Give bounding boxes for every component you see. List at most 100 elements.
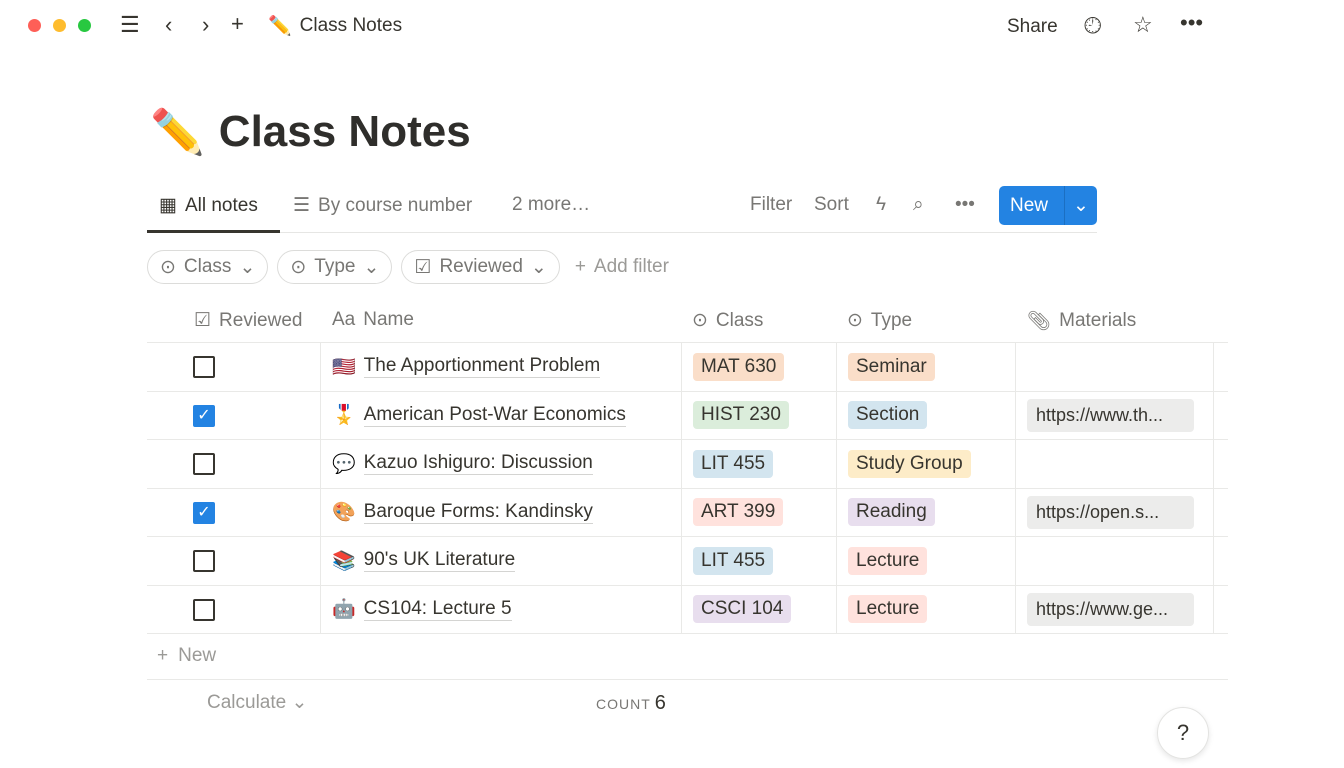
class-tag: HIST 230 — [693, 401, 789, 430]
maximize-window-button[interactable] — [78, 19, 91, 32]
table-row[interactable]: 🤖 CS104: Lecture 5 CSCI 104 Lecture https… — [147, 585, 1228, 634]
column-type[interactable]: ⊙ Type — [847, 309, 912, 332]
table-row[interactable]: 🇺🇸 The Apportionment Problem MAT 630 Semi… — [147, 343, 1228, 392]
name-cell[interactable]: 🤖 CS104: Lecture 5 — [320, 585, 681, 633]
share-button[interactable]: Share — [1007, 16, 1058, 37]
row-name[interactable]: Baroque Forms: Kandinsky — [363, 500, 593, 524]
column-materials[interactable]: 📎︎ Materials — [1027, 309, 1136, 333]
more-views-button[interactable]: 2 more… — [512, 194, 591, 215]
filter-button[interactable]: Filter — [750, 194, 793, 215]
new-button-label[interactable]: New — [1010, 194, 1049, 216]
column-reviewed[interactable]: ☑ Reviewed — [194, 309, 302, 332]
filter-class[interactable]: ⊙ Class ⌄ — [147, 250, 269, 284]
table-row[interactable]: ✓ 🎖️ American Post-War Economics HIST 230… — [147, 391, 1228, 440]
reviewed-checkbox[interactable] — [193, 598, 215, 621]
materials-cell[interactable]: https://www.th... — [1015, 391, 1213, 439]
reviewed-checkbox[interactable]: ✓ — [193, 501, 215, 524]
text-icon: Aa — [332, 309, 356, 330]
more-icon[interactable]: ••• — [1180, 10, 1204, 35]
reviewed-checkbox[interactable] — [193, 356, 215, 378]
add-row-button[interactable]: + New — [157, 645, 216, 667]
chevron-down-icon: ⌄ — [363, 256, 380, 278]
row-name[interactable]: Kazuo Ishiguro: Discussion — [363, 452, 593, 476]
class-cell[interactable]: LIT 455 — [681, 537, 836, 585]
sort-button[interactable]: Sort — [814, 194, 849, 215]
materials-link[interactable]: https://www.ge... — [1027, 592, 1194, 626]
truncated-cell — [1213, 585, 1228, 633]
type-cell[interactable]: Seminar — [836, 343, 1015, 391]
automation-icon[interactable]: ϟ — [876, 194, 887, 215]
reviewed-checkbox[interactable]: ✓ — [193, 404, 215, 427]
table-row[interactable]: ✓ 🎨 Baroque Forms: Kandinsky ART 399 Read… — [147, 488, 1228, 537]
menu-icon[interactable]: ☰ — [120, 12, 140, 37]
name-cell[interactable]: 🇺🇸 The Apportionment Problem — [320, 343, 681, 391]
chevron-down-icon[interactable]: ⌄ — [1064, 186, 1097, 225]
table-row[interactable]: 📚 90's UK Literature LIT 455 Lecture — [147, 537, 1228, 586]
filter-type[interactable]: ⊙ Type ⌄ — [277, 250, 393, 284]
count-label: COUNT — [596, 696, 651, 712]
history-icon[interactable]: 🕘︎ — [1084, 13, 1102, 38]
search-icon[interactable]: ⌕ — [913, 194, 924, 215]
page-title-text: Class Notes — [218, 107, 471, 156]
tab-by-course-number[interactable]: ☰ By course number — [293, 194, 472, 217]
add-filter-label: Add filter — [593, 256, 669, 277]
name-cell[interactable]: 🎨 Baroque Forms: Kandinsky — [320, 488, 681, 536]
type-cell[interactable]: Study Group — [836, 440, 1015, 488]
list-icon: ☰ — [293, 195, 311, 216]
truncated-cell — [1213, 488, 1228, 536]
row-name[interactable]: The Apportionment Problem — [363, 355, 601, 379]
table-row[interactable]: 💬 Kazuo Ishiguro: Discussion LIT 455 Stud… — [147, 440, 1228, 489]
forward-icon[interactable]: › — [202, 12, 210, 37]
help-button[interactable]: ? — [1157, 707, 1209, 759]
materials-cell[interactable]: https://open.s... — [1015, 488, 1213, 536]
close-window-button[interactable] — [28, 19, 41, 32]
page-title[interactable]: ✏️ Class Notes — [150, 106, 471, 158]
materials-link[interactable]: https://open.s... — [1027, 495, 1194, 529]
breadcrumb[interactable]: ✏️ Class Notes — [268, 14, 402, 38]
class-cell[interactable]: MAT 630 — [681, 343, 836, 391]
type-cell[interactable]: Reading — [836, 488, 1015, 536]
star-icon[interactable]: ☆ — [1133, 12, 1153, 37]
add-filter-button[interactable]: + Add filter — [575, 256, 669, 278]
calculate-button[interactable]: Calculate ⌄ — [207, 691, 307, 714]
name-cell[interactable]: 📚 90's UK Literature — [320, 537, 681, 585]
class-cell[interactable]: ART 399 — [681, 488, 836, 536]
class-tag: CSCI 104 — [693, 595, 792, 624]
add-page-icon[interactable]: + — [231, 11, 244, 36]
materials-link[interactable]: https://www.th... — [1027, 398, 1194, 432]
row-name[interactable]: 90's UK Literature — [363, 549, 516, 573]
column-class[interactable]: ⊙ Class — [692, 309, 763, 332]
back-icon[interactable]: ‹ — [165, 12, 173, 37]
count-value: 6 — [654, 692, 666, 714]
reviewed-checkbox[interactable] — [193, 550, 215, 572]
row-name[interactable]: CS104: Lecture 5 — [363, 597, 512, 621]
new-button[interactable]: New ⌄ — [999, 186, 1097, 225]
plus-icon: + — [157, 645, 169, 666]
materials-cell[interactable] — [1015, 343, 1213, 391]
class-cell[interactable]: CSCI 104 — [681, 585, 836, 633]
filter-reviewed[interactable]: ☑ Reviewed ⌄ — [401, 250, 560, 284]
materials-cell[interactable] — [1015, 440, 1213, 488]
type-cell[interactable]: Lecture — [836, 585, 1015, 633]
select-icon: ⊙ — [290, 256, 307, 278]
table-header: ☑ Reviewed Aa Name ⊙ Class ⊙ Type 📎︎ Material… — [147, 296, 1228, 343]
class-cell[interactable]: HIST 230 — [681, 391, 836, 439]
name-cell[interactable]: 🎖️ American Post-War Economics — [320, 391, 681, 439]
chevron-down-icon: ⌄ — [291, 692, 308, 713]
tab-label: All notes — [184, 194, 258, 216]
type-cell[interactable]: Lecture — [836, 537, 1015, 585]
reviewed-checkbox[interactable] — [193, 453, 215, 475]
type-tag: Seminar — [848, 352, 935, 381]
name-cell[interactable]: 💬 Kazuo Ishiguro: Discussion — [320, 440, 681, 488]
class-cell[interactable]: LIT 455 — [681, 440, 836, 488]
materials-cell[interactable]: https://www.ge... — [1015, 585, 1213, 633]
minimize-window-button[interactable] — [53, 19, 66, 32]
tab-all-notes[interactable]: ▦ All notes — [159, 194, 258, 217]
column-name[interactable]: Aa Name — [332, 309, 414, 331]
materials-cell[interactable] — [1015, 537, 1213, 585]
paperclip-icon: 📎︎ — [1027, 311, 1052, 332]
column-label: Name — [363, 309, 414, 330]
row-name[interactable]: American Post-War Economics — [363, 403, 626, 427]
view-options-icon[interactable]: ••• — [955, 194, 975, 215]
type-cell[interactable]: Section — [836, 391, 1015, 439]
